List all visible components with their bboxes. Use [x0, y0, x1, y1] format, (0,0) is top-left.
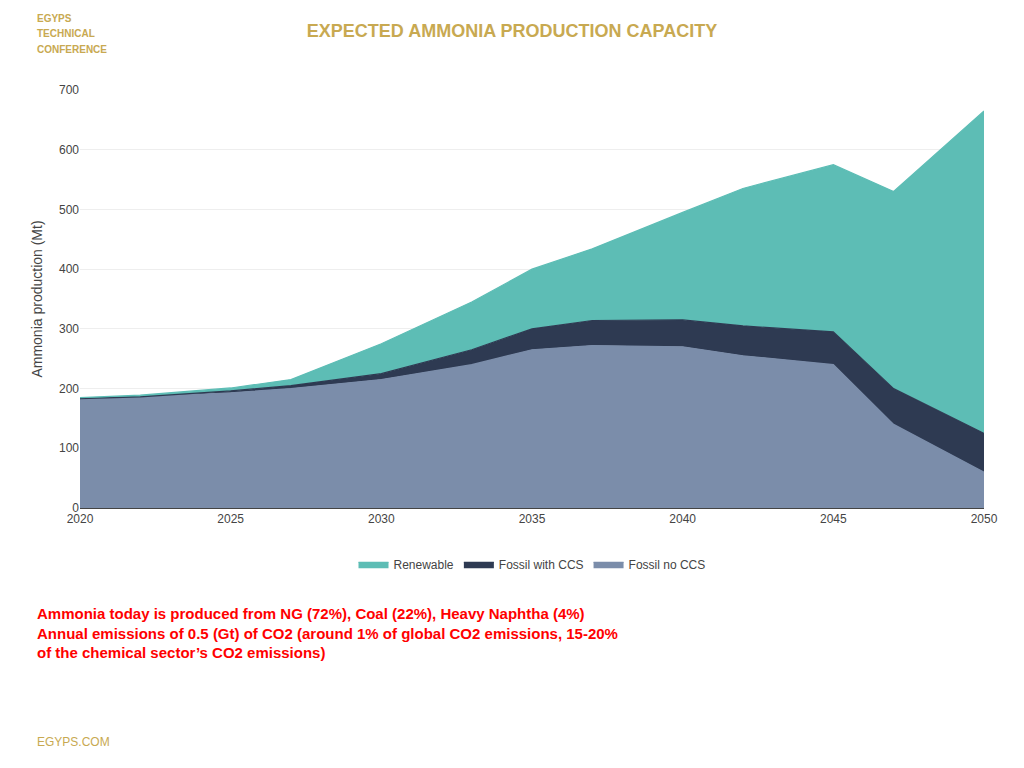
svg-text:Fossil with CCS: Fossil with CCS — [499, 558, 584, 572]
svg-text:2035: 2035 — [519, 512, 546, 526]
svg-text:2030: 2030 — [368, 512, 395, 526]
svg-text:CONFERENCE: CONFERENCE — [37, 44, 107, 55]
svg-text:2020: 2020 — [67, 512, 94, 526]
svg-text:EGYPS.COM: EGYPS.COM — [37, 735, 110, 749]
svg-text:400: 400 — [59, 262, 79, 276]
svg-text:2045: 2045 — [820, 512, 847, 526]
svg-text:600: 600 — [59, 143, 79, 157]
svg-text:2040: 2040 — [669, 512, 696, 526]
svg-text:2050: 2050 — [971, 512, 998, 526]
svg-text:700: 700 — [59, 83, 79, 97]
svg-text:500: 500 — [59, 203, 79, 217]
svg-text:Fossil no CCS: Fossil no CCS — [629, 558, 706, 572]
svg-text:0: 0 — [72, 501, 79, 515]
svg-text:TECHNICAL: TECHNICAL — [37, 28, 95, 39]
svg-text:300: 300 — [59, 322, 79, 336]
svg-text:200: 200 — [59, 382, 79, 396]
svg-text:Ammonia today is produced from: Ammonia today is produced from NG (72%),… — [37, 605, 618, 661]
svg-text:2025: 2025 — [217, 512, 244, 526]
svg-text:EGYPS: EGYPS — [37, 13, 72, 24]
svg-text:Renewable: Renewable — [394, 558, 454, 572]
svg-text:EXPECTED AMMONIA PRODUCTION CA: EXPECTED AMMONIA PRODUCTION CAPACITY — [307, 21, 717, 41]
svg-text:Ammonia production (Mt): Ammonia production (Mt) — [29, 220, 45, 377]
svg-text:100: 100 — [59, 441, 79, 455]
